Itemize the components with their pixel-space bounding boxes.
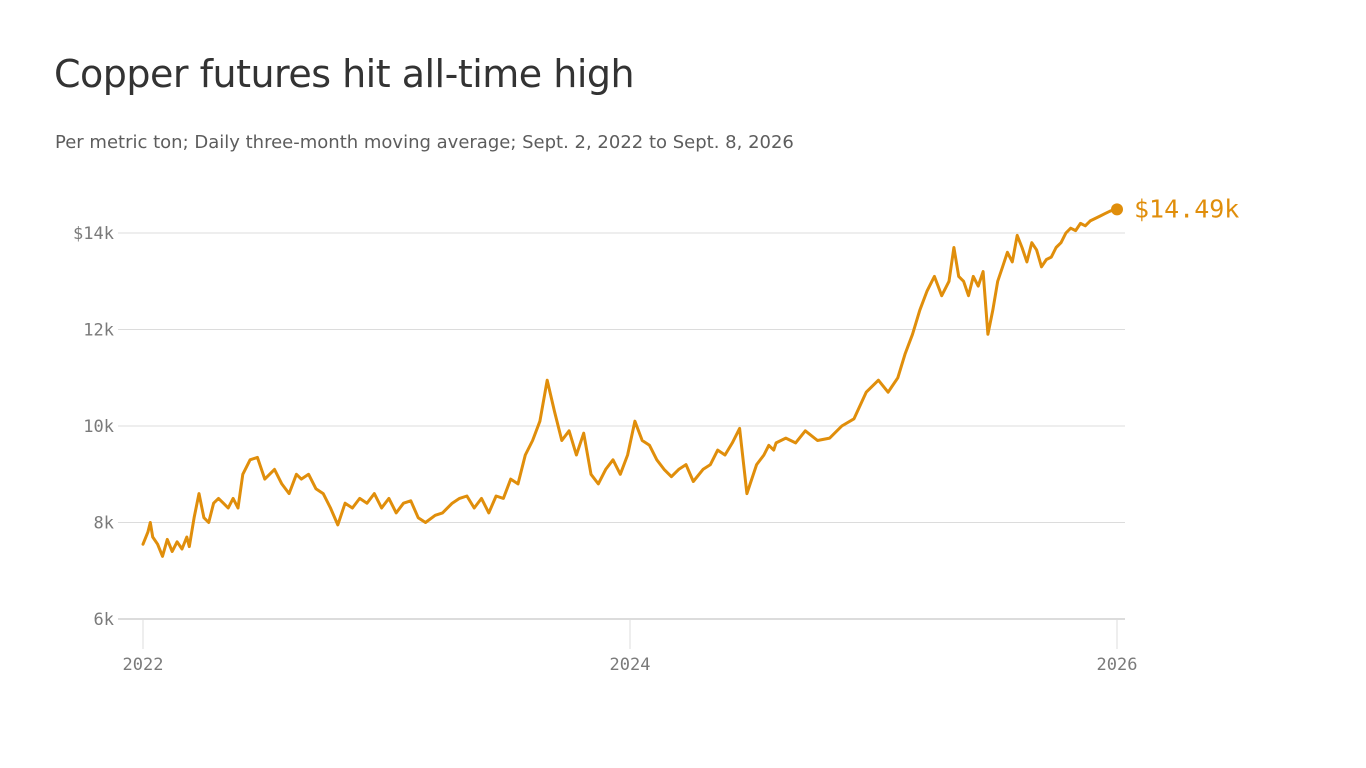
- x-tick-label: 2026: [1097, 655, 1138, 675]
- y-tick-label: 6k: [94, 610, 114, 630]
- series-line: [141, 207, 1117, 558]
- y-tick-label: 10k: [83, 417, 114, 437]
- y-tick-label: 8k: [94, 514, 114, 534]
- chart-title: Copper futures hit all-time high: [54, 52, 635, 96]
- x-tick-label: 2022: [123, 655, 164, 675]
- x-tick-label: 2024: [610, 655, 651, 675]
- y-tick-label: $14k: [73, 224, 114, 244]
- chart-subtitle: Per metric ton; Daily three-month moving…: [55, 132, 794, 153]
- end-value-label: $14.49k: [1134, 194, 1239, 223]
- end-point-marker: [1111, 203, 1123, 216]
- y-tick-label: 12k: [83, 321, 114, 341]
